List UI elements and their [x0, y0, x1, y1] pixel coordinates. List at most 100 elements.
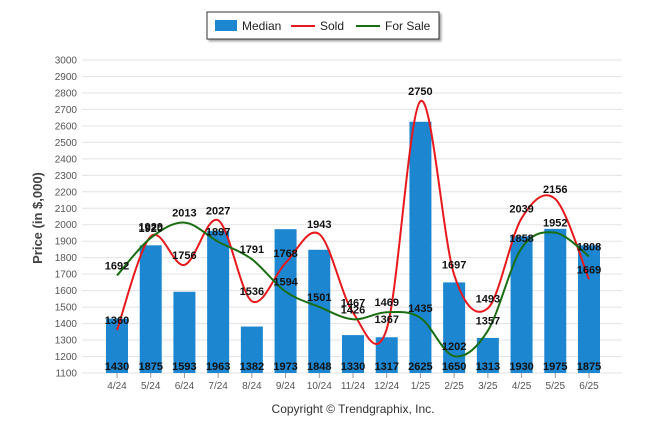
- median-value-label: 1330: [341, 361, 365, 373]
- y-tick-label: 2500: [55, 138, 78, 149]
- y-tick-label: 2000: [55, 220, 78, 231]
- y-tick-label: 2200: [55, 187, 78, 198]
- median-bar: [342, 335, 364, 373]
- sold-value-label: 1943: [307, 219, 331, 231]
- for-sale-line: [116, 221, 590, 358]
- copyright: Copyright © Trendgraphix, Inc.: [272, 402, 435, 416]
- for-sale-value-label: 1594: [273, 277, 298, 289]
- median-bar: [274, 229, 297, 373]
- x-tick-label: 9/24: [276, 381, 296, 392]
- median-value-label: 1593: [172, 361, 196, 373]
- sold-value-label: 1367: [374, 314, 398, 326]
- legend-box: [206, 11, 440, 40]
- median-bar: [308, 249, 331, 373]
- median-bar: [173, 291, 196, 373]
- sold-value-label: 1360: [105, 315, 129, 327]
- x-tick-label: 4/24: [107, 381, 127, 392]
- sold-value-label: 2750: [408, 86, 432, 98]
- median-bar: [443, 282, 466, 373]
- median-value-label: 1317: [374, 361, 398, 373]
- median-bar: [409, 121, 432, 374]
- x-tick-label: 5/24: [141, 381, 161, 392]
- for-sale-value-label: 1858: [509, 233, 533, 245]
- y-tick-label: 3000: [55, 56, 78, 67]
- legend-label-median: Median: [242, 19, 281, 33]
- median-value-label: 1975: [543, 361, 567, 373]
- sold-value-label: 2027: [206, 205, 230, 217]
- x-tick-label: 6/24: [175, 381, 195, 392]
- x-tick-label: 4/25: [512, 381, 532, 392]
- median-bar: [139, 245, 162, 373]
- for-sale-value-label: 1897: [206, 227, 230, 239]
- sold-value-label: 1768: [273, 248, 297, 260]
- median-bar: [375, 337, 398, 373]
- for-sale-value-label: 1808: [577, 241, 601, 253]
- for-sale-value-label: 1920: [138, 223, 162, 235]
- x-tick-label: 10/24: [307, 381, 332, 392]
- for-sale-value-label: 1426: [341, 304, 365, 316]
- y-tick-label: 2900: [55, 72, 78, 83]
- x-tick-label: 11/24: [341, 381, 366, 392]
- legend: Median Sold For Sale: [206, 11, 440, 40]
- x-tick-label: 7/24: [208, 381, 228, 392]
- median-value-label: 1430: [105, 361, 129, 373]
- y-tick-label: 1800: [55, 253, 78, 264]
- y-tick-label: 1100: [55, 369, 77, 380]
- y-tick-label: 1600: [55, 286, 78, 297]
- y-tick-label: 1900: [55, 237, 78, 248]
- median-value-label: 1382: [240, 361, 264, 373]
- for-sale-value-label: 1435: [408, 303, 432, 315]
- legend-swatch-median: [215, 20, 237, 31]
- median-bar: [106, 318, 128, 373]
- series-lines: [116, 100, 590, 358]
- data-labels: 1430 1875 1593 1963 1382 1973 1848 1330 1317 2625…: [105, 86, 601, 373]
- y-tick-label: 2800: [55, 88, 78, 99]
- sold-value-label: 1756: [172, 250, 196, 262]
- x-tick-label: 3/25: [478, 381, 498, 392]
- for-sale-value-label: 1202: [442, 341, 466, 353]
- y-axis-label: Price (in $,000): [30, 172, 45, 264]
- sold-value-label: 1536: [240, 286, 264, 298]
- median-value-label: 1973: [273, 361, 297, 373]
- median-value-label: 1875: [138, 361, 162, 373]
- median-bar: [240, 326, 263, 373]
- median-value-label: 1848: [307, 361, 331, 373]
- gridlines: [82, 59, 622, 374]
- for-sale-value-label: 1357: [476, 316, 500, 328]
- median-bar: [544, 228, 567, 373]
- y-tick-label: 2700: [55, 105, 78, 116]
- y-tick-label: 2400: [55, 154, 78, 165]
- sold-value-label: 2156: [543, 184, 567, 196]
- for-sale-value-label: 1952: [543, 218, 567, 230]
- median-value-label: 2625: [408, 361, 432, 373]
- legend-label-sold: Sold: [320, 19, 344, 33]
- sold-value-label: 1467: [341, 298, 365, 310]
- y-tick-label: 2300: [55, 171, 78, 182]
- median-bar: [207, 230, 230, 373]
- x-axis-ticks: 4/24 5/24 6/24 7/24 8/24 9/24 10/24 11/24 12/24 1…: [107, 373, 599, 392]
- y-tick-label: 1300: [55, 336, 78, 347]
- y-tick-label: 2100: [55, 204, 78, 215]
- sold-value-label: 1493: [476, 293, 500, 305]
- for-sale-value-label: 2013: [172, 208, 196, 220]
- y-tick-label: 1500: [55, 303, 78, 314]
- median-bar: [510, 236, 533, 373]
- median-bar: [476, 337, 499, 373]
- y-tick-label: 1200: [55, 352, 78, 363]
- y-tick-label: 1700: [55, 270, 78, 281]
- x-tick-label: 2/25: [444, 381, 464, 392]
- y-tick-label: 2600: [55, 121, 78, 132]
- sold-value-label: 2039: [509, 203, 533, 215]
- sold-line: [116, 100, 590, 345]
- median-bar: [578, 245, 600, 373]
- sold-value-label: 1669: [577, 264, 601, 276]
- median-value-label: 1313: [476, 361, 500, 373]
- sold-value-label: 1929: [138, 221, 162, 233]
- y-axis-ticks: 1100 1200 1300 1400 1500 1600 1700 1800 1900 2000…: [55, 56, 78, 380]
- median-value-label: 1650: [442, 361, 466, 373]
- median-bars: [106, 121, 600, 374]
- median-value-label: 1963: [206, 361, 230, 373]
- for-sale-value-label: 1501: [307, 292, 331, 304]
- median-value-label: 1930: [509, 361, 533, 373]
